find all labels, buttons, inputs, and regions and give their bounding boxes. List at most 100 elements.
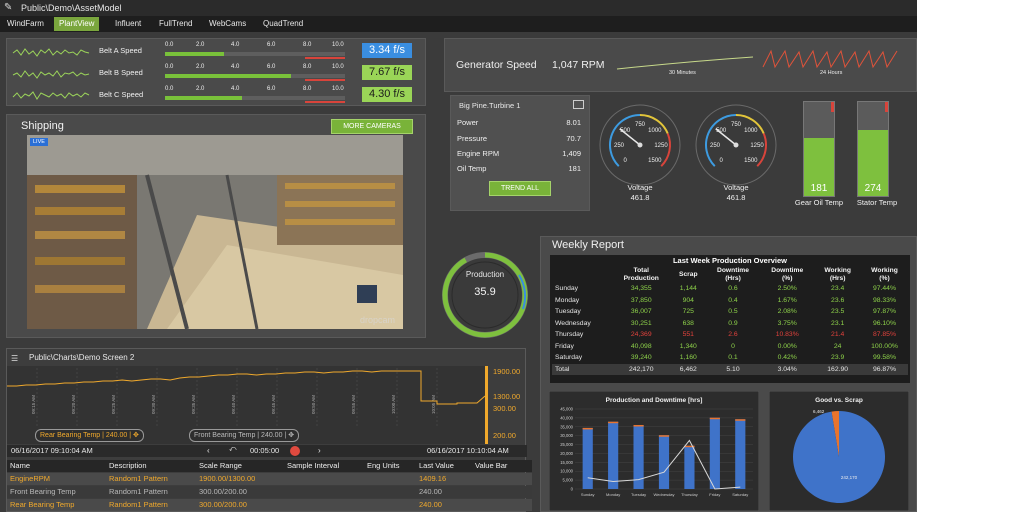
edit-pencil-icon[interactable]: ✎ (4, 2, 13, 13)
scale-tick: 6.0 (267, 64, 276, 70)
trend-table-header: Name Description Scale Range Sample Inte… (7, 460, 532, 472)
value-cell: 162.90 (827, 365, 849, 373)
more-cameras-button[interactable]: MORE CAMERAS (331, 119, 413, 134)
value-cell: 96.87% (872, 365, 897, 373)
value-cell: 0 (731, 342, 735, 350)
pen-rear-bearing[interactable]: Rear Bearing Temp | 240.00 | ✥ (35, 429, 144, 442)
production-ring-marker (518, 274, 527, 310)
belt-b-label: Belt B Speed (99, 68, 143, 77)
bar (608, 421, 619, 489)
next-button-icon[interactable]: › (318, 446, 321, 455)
belt-a-bar-fill (165, 52, 225, 56)
header-cell: Total Production (623, 267, 659, 282)
tab-windfarm[interactable]: WindFarm (7, 19, 44, 28)
hamburger-menu-icon[interactable]: ☰ (11, 354, 19, 363)
value-cell: 551 (682, 331, 694, 339)
value-cell: 0.5 (728, 308, 738, 316)
value-cell: 36,007 (630, 308, 652, 316)
y-tick-label: 20,000 (560, 451, 573, 456)
time-tick-label: 09:45 AM (271, 395, 276, 414)
value-cell: 97.44% (872, 285, 897, 293)
scale-tick: 0.0 (165, 42, 174, 48)
turbine-power-value: 8.01 (566, 118, 581, 127)
turbine-rpm-label: Engine RPM (457, 149, 500, 158)
x-tick-label: Friday (709, 492, 720, 497)
stator-label: Stator Temp (856, 198, 898, 207)
time-tick-label: 09:30 AM (151, 395, 156, 414)
gauge-tick-label: 0 (719, 158, 723, 164)
row-name: Rear Bearing Temp (10, 500, 75, 509)
chart-title: Production and Downtime [hrs] (606, 397, 703, 404)
tab-influent[interactable]: Influent (115, 19, 142, 28)
gauge-tick-label: 1250 (654, 143, 668, 149)
value-cell: 23.5 (831, 308, 845, 316)
time-tick-label: 09:55 AM (351, 395, 356, 414)
tab-webcams[interactable]: WebCams (209, 19, 247, 28)
row-range: 300.00/200.00 (199, 500, 247, 509)
header-cell: Scrap (679, 271, 698, 278)
table-row: Friday 40,098 1,340 0 0.00% 24 100.00% (552, 341, 908, 353)
stop-button[interactable] (290, 446, 300, 456)
value-cell: 0.1 (728, 354, 738, 362)
scale-tick: 0.0 (165, 64, 174, 70)
bar (684, 445, 695, 489)
value-cell: 725 (682, 308, 694, 316)
drag-handle-icon[interactable]: ✥ (133, 432, 139, 439)
row-name: EngineRPM (10, 474, 51, 483)
pen-front-bearing[interactable]: Front Bearing Temp | 240.00 | ✥ (189, 429, 300, 442)
value-cell: 23.1 (831, 319, 845, 327)
day-cell: Monday (555, 296, 580, 304)
trend-all-button[interactable]: TREND ALL (489, 181, 551, 196)
y-tick-label: 15,000 (560, 460, 573, 465)
belt-c-value: 4.30 f/s (362, 87, 412, 102)
table-row[interactable]: Rear Bearing Temp Random1 Pattern 300.00… (7, 499, 532, 511)
table-row[interactable]: EngineRPM Random1 Pattern 1900.00/1300.0… (7, 473, 532, 485)
trend-end-time: 06/16/2017 10:10:04 AM (427, 446, 509, 455)
keyboard-icon[interactable] (573, 100, 584, 109)
gauge-needle (715, 128, 737, 146)
pie-label-scrap: 6,462 (813, 409, 825, 414)
row-last-value: 1409.16 (419, 474, 447, 483)
value-cell: 34,355 (630, 285, 652, 293)
gauge-tick-label: 1000 (744, 128, 758, 134)
value-cell: 1,340 (679, 342, 697, 350)
turbine-oil-value: 181 (568, 164, 581, 173)
belt-c-label: Belt C Speed (99, 90, 144, 99)
value-cell: 904 (682, 296, 694, 304)
row-description: Random1 Pattern (109, 474, 168, 483)
prev-button-icon[interactable]: ‹ (207, 446, 210, 455)
header-cell (552, 267, 612, 283)
gauge-band-mid (735, 114, 765, 134)
y-tick-label: 5,000 (563, 478, 574, 483)
belt-speed-panel: Belt A Speed Belt B Speed Belt C Speed 0… (6, 38, 426, 106)
tab-plantview[interactable]: PlantView (54, 17, 100, 31)
gauge-tick-label: 750 (635, 122, 646, 128)
value-cell: 24 (833, 342, 842, 350)
belt-b-alarm-band (305, 79, 345, 81)
value-cell: 0.42% (777, 354, 797, 362)
table-row[interactable]: Front Bearing Temp Random1 Pattern 300.0… (7, 486, 532, 498)
tab-fulltrend[interactable]: FullTrend (159, 19, 193, 28)
x-tick-label: Monday (606, 492, 620, 497)
rewind-icon[interactable]: ⤺ (229, 446, 237, 453)
trend-pen-table: Name Description Scale Range Sample Inte… (7, 460, 532, 512)
tab-quadtrend[interactable]: QuadTrend (263, 19, 304, 28)
row-range: 1900.00/1300.00 (199, 474, 256, 483)
trend-timebar: 06/16/2017 09:10:04 AM ‹ ⤺ 00:05:00 › 06… (7, 445, 527, 457)
scale-tick: 10.0 (332, 64, 344, 70)
title-bar: ✎ Public\Demo\AssetModel (0, 0, 917, 16)
turbine-panel: Big Pine.Turbine 1 Power 8.01 Pressure 7… (450, 95, 590, 211)
scale-tick: 10.0 (332, 86, 344, 92)
col-scale-range: Scale Range (199, 461, 242, 470)
camera-feed[interactable]: LIVE dropcam (27, 135, 403, 329)
value-cell: 23.4 (831, 285, 845, 293)
pie-slice (793, 411, 885, 503)
row-description: Random1 Pattern (109, 487, 168, 496)
y-tick-label: 10,000 (560, 469, 573, 474)
time-tick-label: 10:05 AM (431, 395, 436, 414)
gear-oil-tank: 181 (803, 101, 835, 197)
belt-a-alarm-band (305, 57, 345, 59)
drag-handle-icon[interactable]: ✥ (288, 432, 295, 439)
scale-tick: 6.0 (267, 86, 276, 92)
